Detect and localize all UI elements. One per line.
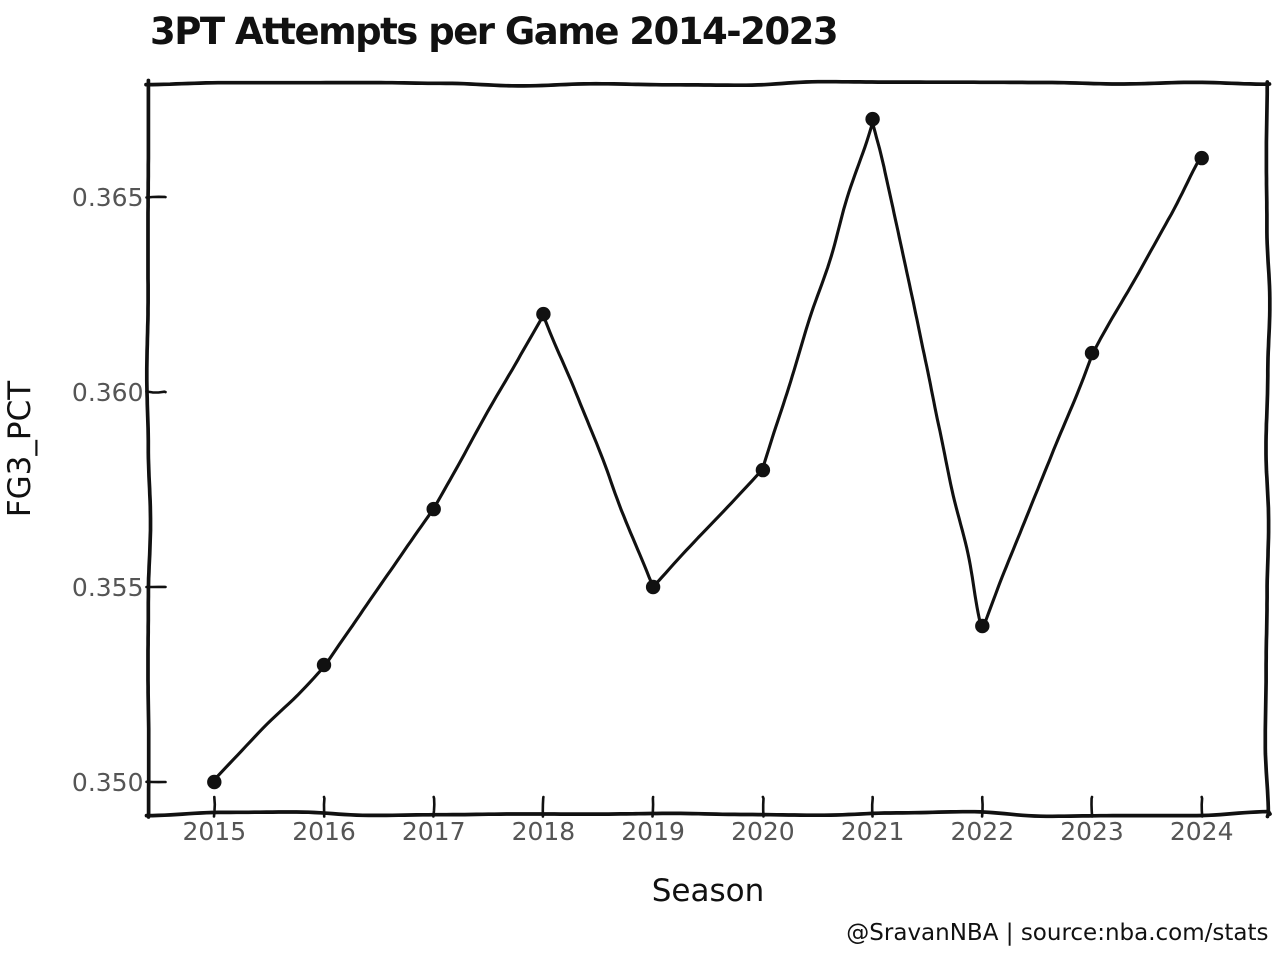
data-markers-layer [207,111,1209,790]
y-tick-label: 0.360 [72,378,144,407]
tick-labels-layer: 2015 2016 2017 2018 2019 2020 2021 2022 2023 2024… [72,183,1234,846]
data-point-marker [645,579,661,595]
chart-title: 3PT Attempts per Game 2014-2023 [150,10,837,53]
bottom-spine [144,809,1272,819]
y-tick-label: 0.355 [72,573,144,602]
data-point-marker [207,774,222,790]
x-tick [870,795,874,818]
axes-spines-layer [141,75,1275,822]
data-point-marker [1194,150,1209,166]
data-point-marker [536,306,551,322]
x-tick-label: 2016 [292,817,356,846]
x-tick-label: 2022 [950,817,1014,846]
x-tick-label: 2023 [1060,817,1124,846]
y-tick-label: 0.350 [72,768,144,797]
x-tick [1090,795,1094,818]
x-tick [980,795,984,818]
x-tick [1200,795,1204,818]
data-point-marker [316,657,332,673]
x-tick [212,795,217,818]
x-tick-label: 2017 [402,817,466,846]
right-spine [1263,80,1272,819]
y-tick [145,390,167,394]
x-tick [432,795,436,818]
x-tick-label: 2021 [841,817,905,846]
y-tick [145,195,167,199]
x-axis-label: Season [652,873,765,909]
x-tick-label: 2018 [512,817,576,846]
data-point-marker [865,111,880,127]
data-point-marker [426,501,441,517]
x-tick-label: 2024 [1170,817,1234,846]
y-tick-label: 0.365 [72,183,144,212]
data-point-marker [755,462,771,478]
data-line-layer [208,115,1206,786]
data-point-marker [975,618,990,634]
fg3pct-line [211,118,1204,783]
watermark-credit: @SravanNBA | source:nba.com/stats [846,920,1268,946]
x-tick-label: 2015 [182,817,246,846]
top-spine [144,79,1272,88]
x-tick-label: 2019 [621,817,685,846]
left-spine [144,78,153,819]
x-tick [761,795,765,818]
x-tick [651,795,655,818]
data-point-marker [1084,345,1100,361]
axes-ticks-layer [145,195,1204,818]
y-axis-label: FG3_PCT [2,380,38,517]
x-tick-label: 2020 [731,817,795,846]
x-tick [541,795,545,818]
